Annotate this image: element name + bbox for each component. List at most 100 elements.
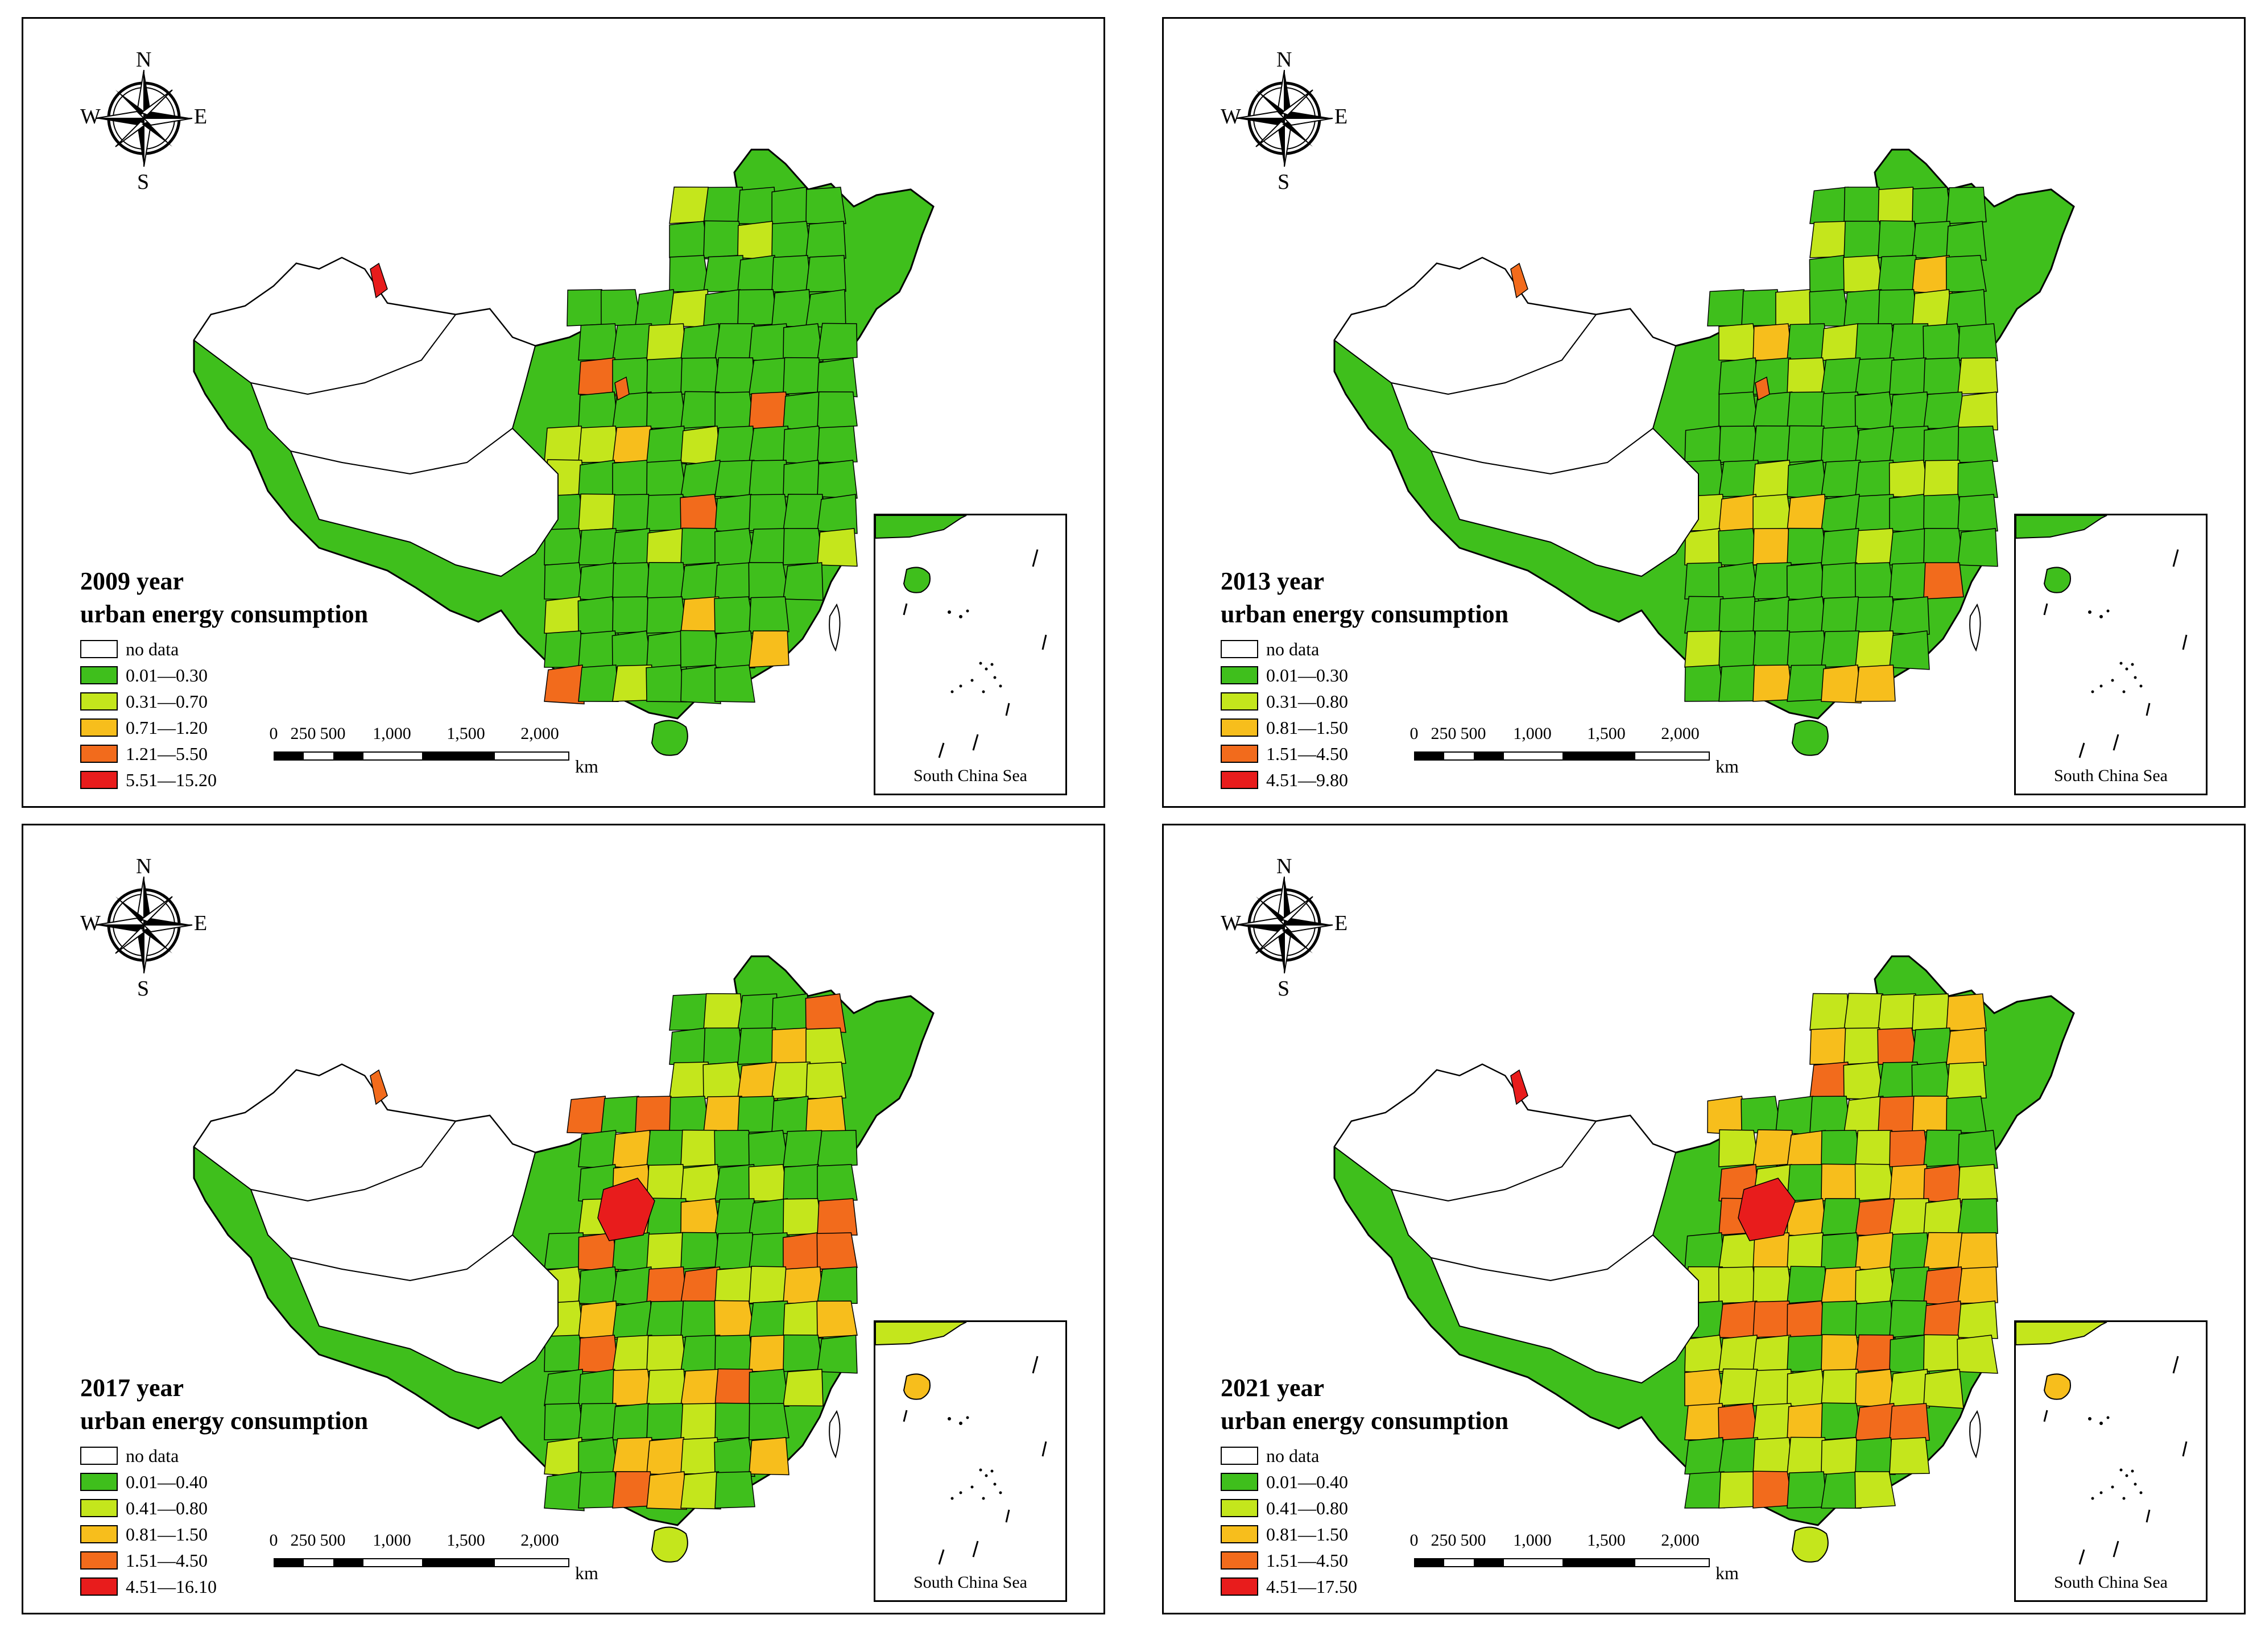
legend-label: 0.71—1.20 [126, 717, 208, 738]
legend-item: 4.51—9.80 [1221, 767, 1348, 793]
scale-bar: 0 250 500 1,000 1,500 2,000 km [270, 724, 598, 777]
city-region [737, 993, 778, 1031]
city-region [1821, 528, 1862, 567]
city-region [749, 596, 789, 634]
city-region [783, 1198, 824, 1236]
scale-tick-label: 500 [320, 1531, 346, 1550]
city-region [635, 289, 676, 329]
city-region [578, 391, 619, 430]
city-region [1957, 426, 1998, 463]
city-region [1855, 357, 1896, 395]
scale-tick-label: 2,000 [1661, 1531, 1700, 1550]
legend-item: 0.41—0.80 [1221, 1495, 1357, 1521]
city-region [1957, 323, 1998, 361]
city-region [646, 1300, 687, 1338]
legend-label: 4.51—9.80 [1266, 769, 1348, 790]
city-region [1821, 664, 1862, 704]
legend-item: 0.71—1.20 [80, 715, 217, 741]
scale-tick-label: 0 [269, 1531, 278, 1550]
inset-map [2016, 515, 2188, 758]
inset-map [2016, 1322, 2188, 1565]
city-region [783, 494, 824, 531]
china-choropleth-map [1333, 148, 2075, 756]
scale-tick-label: 250 [1431, 724, 1457, 743]
city-region [1821, 323, 1862, 364]
city-region [1855, 1300, 1896, 1339]
city-region [817, 1164, 858, 1201]
city-region [1752, 460, 1793, 499]
city-region [1923, 1164, 1964, 1204]
compass-east-label: E [1334, 911, 1348, 935]
hainan-island [651, 1526, 688, 1563]
city-region [1855, 630, 1896, 668]
city-region [805, 221, 846, 259]
scale-tick-label: 1,000 [1513, 724, 1552, 743]
city-region [1946, 187, 1987, 224]
city-region [1878, 255, 1919, 292]
legend-item: 4.51—17.50 [1221, 1573, 1357, 1600]
city-region [680, 1232, 721, 1270]
legend-swatch [1221, 1551, 1258, 1570]
taiwan-island [1969, 603, 1981, 652]
legend-label: 1.21—5.50 [126, 743, 208, 764]
legend-item: 5.51—15.20 [80, 767, 217, 793]
hotspot-region [597, 1178, 655, 1241]
compass-south-label: S [137, 170, 150, 194]
city-region [646, 1335, 687, 1372]
city-region [1855, 1437, 1896, 1475]
city-region [749, 528, 789, 565]
scale-tick-label: 1,500 [1587, 724, 1626, 743]
compass-north-label: N [1276, 854, 1292, 878]
city-region [601, 1096, 642, 1133]
city-region [1809, 993, 1850, 1031]
city-region [1741, 1096, 1782, 1134]
city-region [1821, 1300, 1862, 1338]
city-region [1787, 1232, 1828, 1271]
city-region [1957, 1300, 1998, 1339]
compass-south-label: S [1278, 977, 1290, 1001]
city-region [1889, 1369, 1930, 1409]
scale-bar: 0 250 500 1,000 1,500 2,000 km [270, 1531, 598, 1583]
legend-label: 0.41—0.80 [126, 1497, 208, 1518]
city-region [612, 1471, 653, 1509]
legend-swatch [80, 1551, 118, 1570]
city-region [1787, 1369, 1828, 1409]
city-region [578, 664, 619, 702]
city-region [1957, 1266, 1998, 1304]
city-region [1912, 187, 1953, 224]
city-region [1889, 1403, 1930, 1441]
city-region [1957, 494, 1998, 532]
city-region [714, 357, 755, 395]
city-region [805, 1027, 846, 1065]
city-region [1821, 460, 1862, 497]
city-region [1787, 494, 1828, 533]
city-region [612, 1437, 653, 1475]
city-region [1957, 528, 1998, 567]
inset-map [875, 515, 1047, 758]
scale-tick-label: 1,000 [373, 724, 411, 743]
city-region [783, 357, 824, 395]
legend-item: 0.31—0.70 [80, 688, 217, 715]
city-region [817, 391, 858, 429]
city-region [1821, 630, 1862, 668]
legend-swatch [80, 1499, 118, 1517]
no-data-region [290, 1234, 559, 1384]
city-region [714, 323, 755, 361]
city-region [1809, 1027, 1850, 1065]
city-region [1718, 1335, 1759, 1373]
scale-bar: 0 250 500 1,000 1,500 2,000 km [1410, 724, 1739, 777]
legend-item: 0.01—0.40 [80, 1469, 217, 1495]
city-region [714, 1471, 755, 1509]
city-region [544, 1335, 585, 1372]
compass-east-label: E [194, 911, 208, 935]
city-region [578, 1471, 619, 1509]
city-region [612, 426, 653, 463]
compass-rose-icon [95, 876, 193, 974]
city-region [805, 289, 846, 329]
scale-bar-graphic [1414, 1558, 1710, 1567]
city-region [817, 494, 858, 534]
scale-bar-graphic [274, 751, 569, 761]
city-region [1889, 1232, 1930, 1270]
city-region [1752, 1266, 1793, 1304]
city-region [1843, 255, 1884, 292]
